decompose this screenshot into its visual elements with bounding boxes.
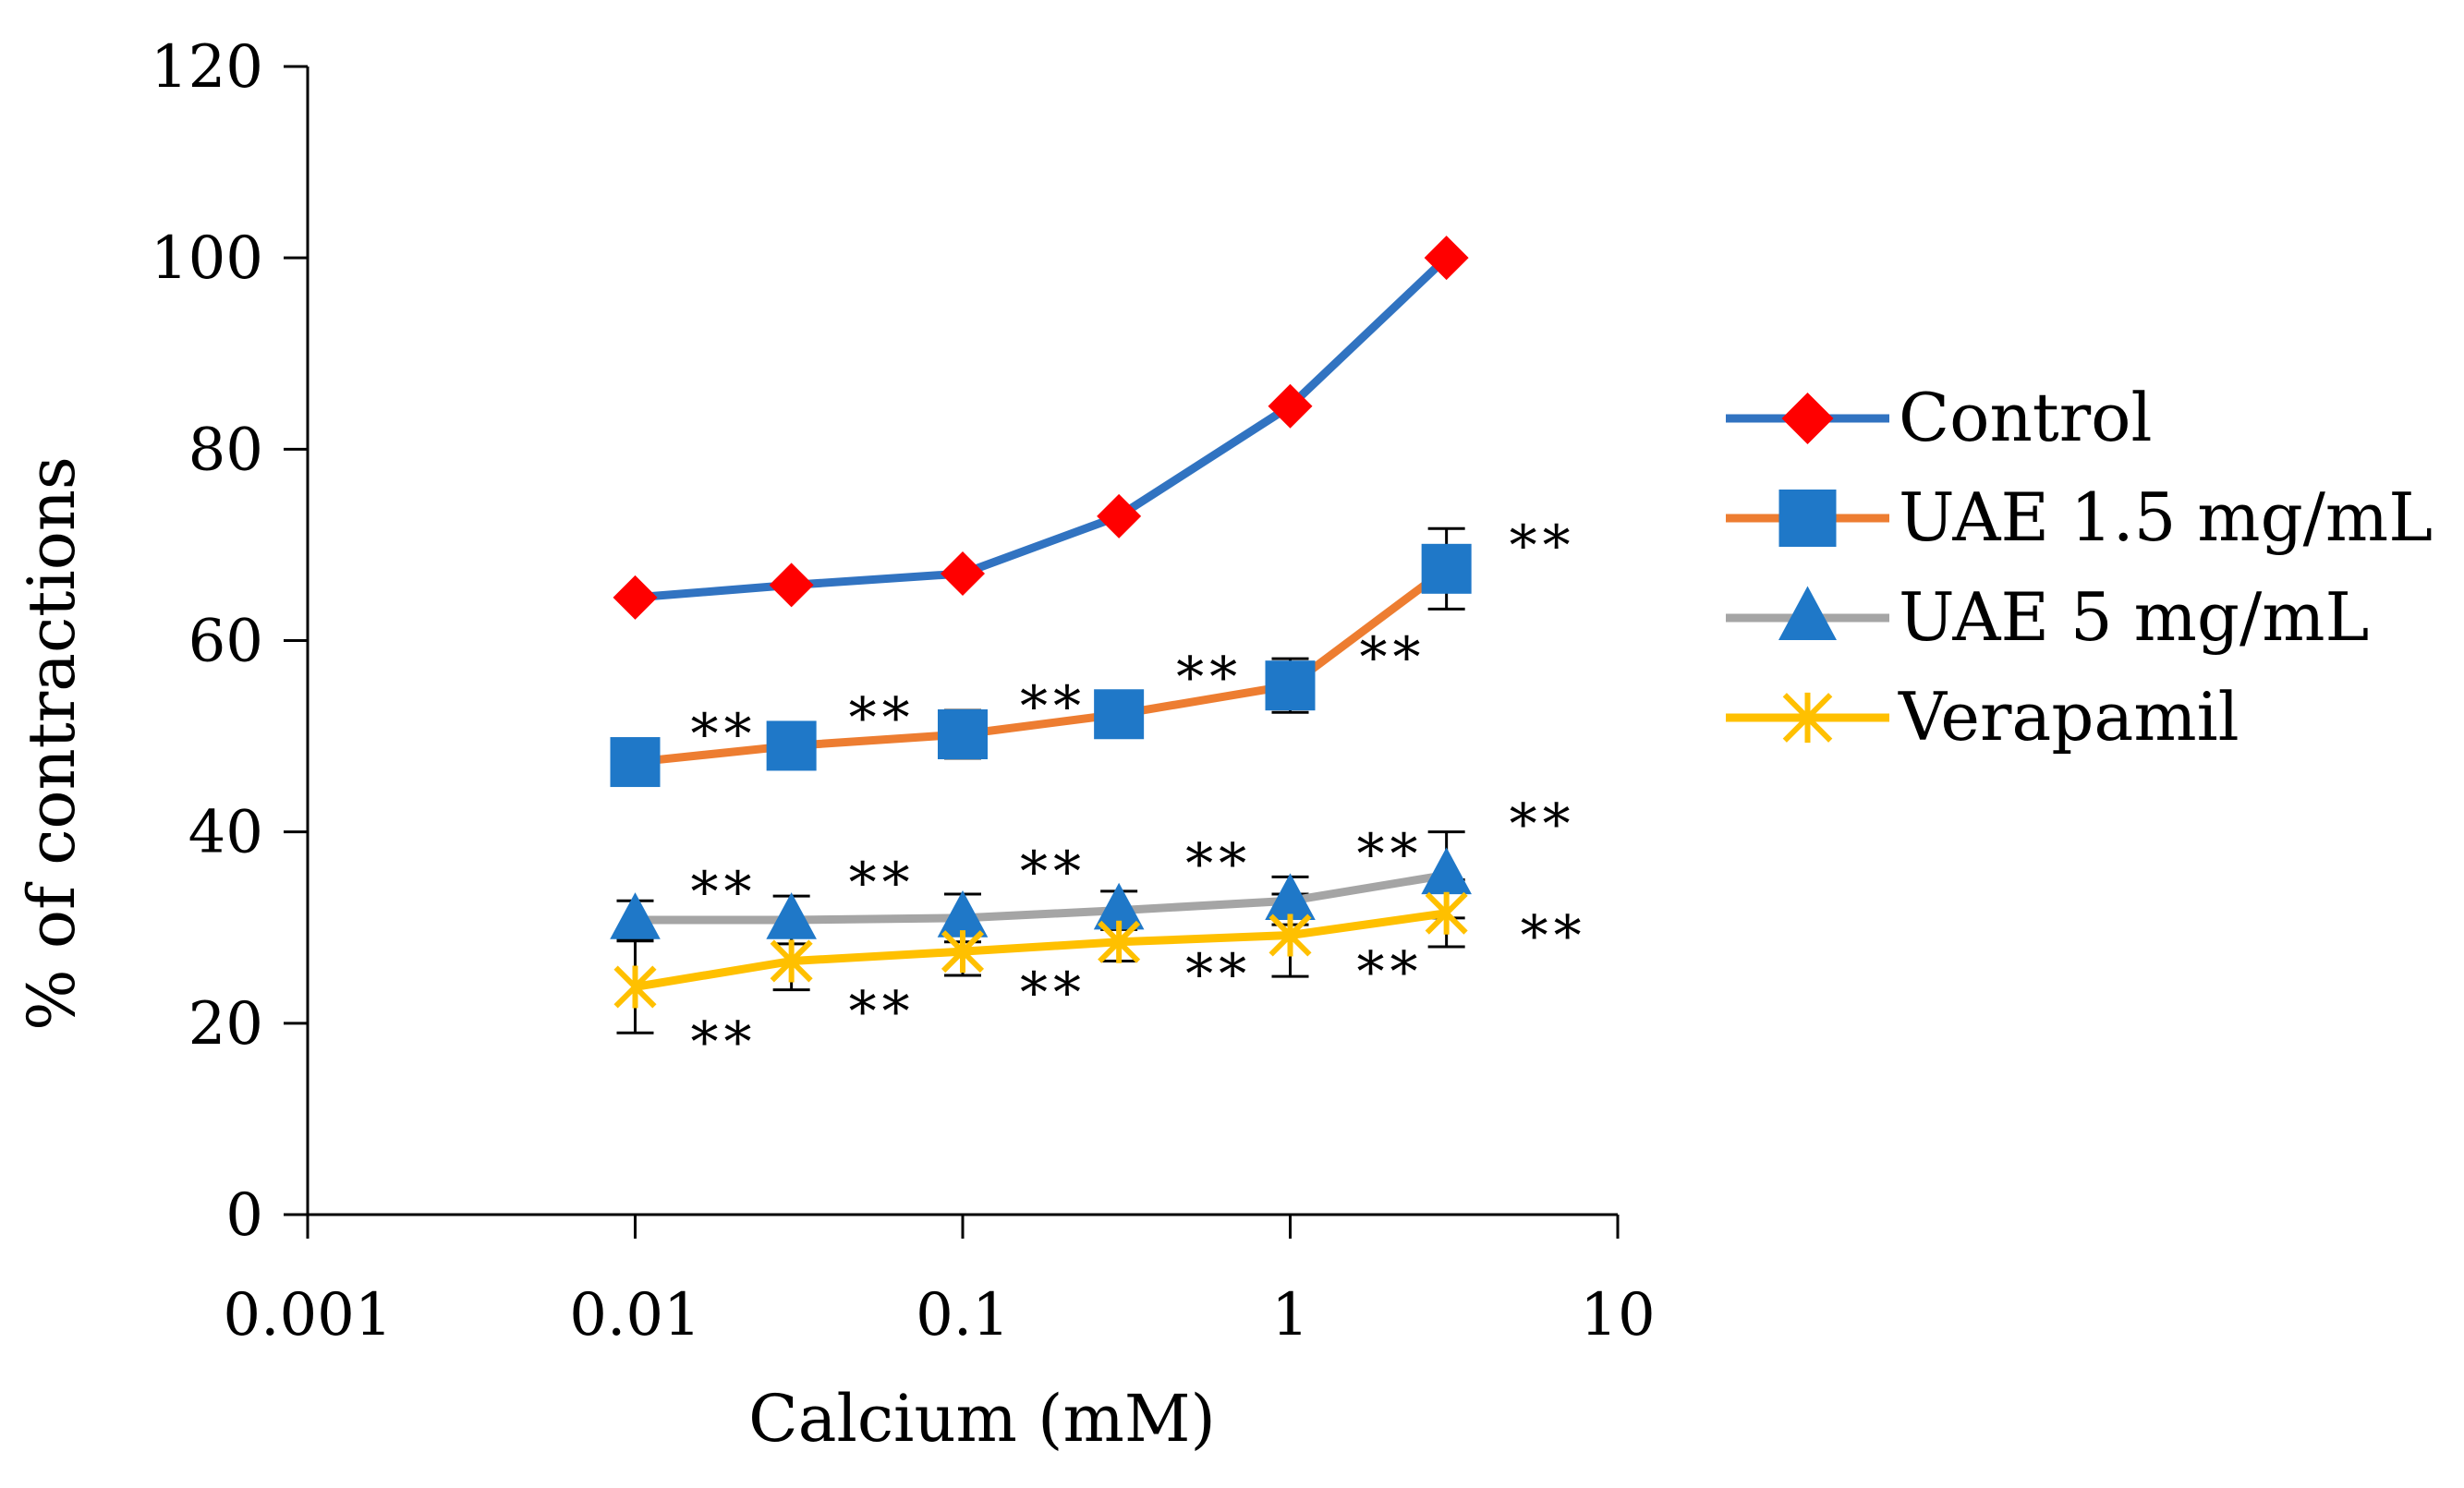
data-point [1097, 493, 1142, 538]
data-point [1094, 689, 1145, 740]
data-point [613, 575, 658, 620]
series-line-2 [635, 870, 1448, 925]
significance-label: ** [1510, 514, 1576, 578]
significance-label: ** [1176, 645, 1243, 709]
legend-marker [1778, 490, 1837, 547]
data-point [1098, 920, 1141, 963]
data-point [941, 550, 985, 596]
y-tick-label: 100 [151, 224, 263, 293]
y-tick-label: 120 [151, 33, 263, 102]
legend-item: UAE 1.5 mg/mL [1726, 478, 2433, 556]
x-tick-label: 10 [1580, 1281, 1655, 1349]
legend-label: UAE 5 mg/mL [1899, 578, 2369, 656]
data-point [1093, 882, 1145, 930]
data-point [1421, 847, 1472, 895]
significance-label: ** [1357, 940, 1424, 1005]
significance-label: ** [1521, 904, 1587, 969]
legend-marker [1781, 393, 1834, 444]
legend-item: Control [1726, 379, 2153, 456]
data-point [613, 965, 657, 1009]
data-point [1421, 543, 1472, 594]
data-point [770, 939, 813, 983]
x-tick-label: 0.01 [569, 1281, 701, 1349]
significance-label: ** [1020, 674, 1086, 739]
significance-label: ** [849, 685, 916, 750]
significance-label: ** [1360, 625, 1426, 690]
data-point [937, 889, 989, 938]
x-tick-label: 1 [1271, 1281, 1309, 1349]
data-point [1268, 383, 1313, 429]
y-tick-label: 0 [225, 1181, 263, 1250]
data-point [610, 892, 661, 939]
series-line-3 [634, 909, 1448, 991]
y-tick-label: 80 [188, 416, 263, 484]
y-tick-label: 60 [188, 608, 263, 676]
legend-label: Control [1899, 379, 2153, 456]
data-point [1268, 913, 1312, 957]
data-point [769, 563, 814, 608]
significance-label: ** [1185, 942, 1252, 1007]
data-point [1265, 660, 1316, 711]
y-tick-label: 20 [188, 990, 263, 1059]
series-lines [634, 254, 1450, 991]
series-markers [610, 236, 1472, 1009]
data-point [610, 737, 661, 788]
significance-label: ** [691, 1010, 758, 1074]
series-line-0 [635, 254, 1450, 602]
data-point [938, 709, 988, 760]
significance-label: ** [1020, 961, 1086, 1025]
x-tick-label: 0.001 [223, 1281, 392, 1349]
significance-label: ** [1020, 840, 1086, 904]
legend-marker [1778, 586, 1837, 640]
x-axis-title: Calcium (mM) [748, 1381, 1216, 1457]
data-point [766, 892, 817, 939]
x-tick-label: 0.1 [916, 1281, 1010, 1349]
data-point [1424, 236, 1469, 281]
legend-item: UAE 5 mg/mL [1726, 578, 2369, 656]
legend-item: Verapamil [1726, 678, 2239, 756]
legend: Control UAE 1.5 mg/mL UAE 5 mg/mL Verapamil [1726, 379, 2433, 756]
significance-label: ** [1185, 832, 1252, 897]
legend-label: Verapamil [1898, 678, 2239, 756]
data-point [1425, 891, 1468, 935]
significance-label: ** [849, 851, 916, 915]
data-point [941, 930, 985, 974]
significance-labels: ** ** ** ** ** ** ** ** ** ** ** ** ** ** ** ** ** ** [691, 514, 1587, 1075]
data-point [1265, 873, 1316, 921]
significance-label: ** [849, 980, 916, 1045]
significance-label: ** [1510, 792, 1576, 856]
legend-label: UAE 1.5 mg/mL [1899, 478, 2433, 556]
legend-marker [1782, 692, 1833, 744]
error-bars [616, 526, 1465, 1034]
significance-label: ** [1357, 822, 1424, 887]
y-axis-title: % of contractions [14, 456, 90, 1031]
significance-label: ** [691, 860, 758, 925]
series-line-1 [635, 565, 1450, 767]
y-tick-label: 40 [188, 799, 263, 867]
data-point [766, 720, 817, 771]
axes: 0 20 40 60 80 100 120 0.001 0.01 0.1 1 10 [151, 33, 1656, 1349]
significance-label: ** [691, 702, 758, 767]
